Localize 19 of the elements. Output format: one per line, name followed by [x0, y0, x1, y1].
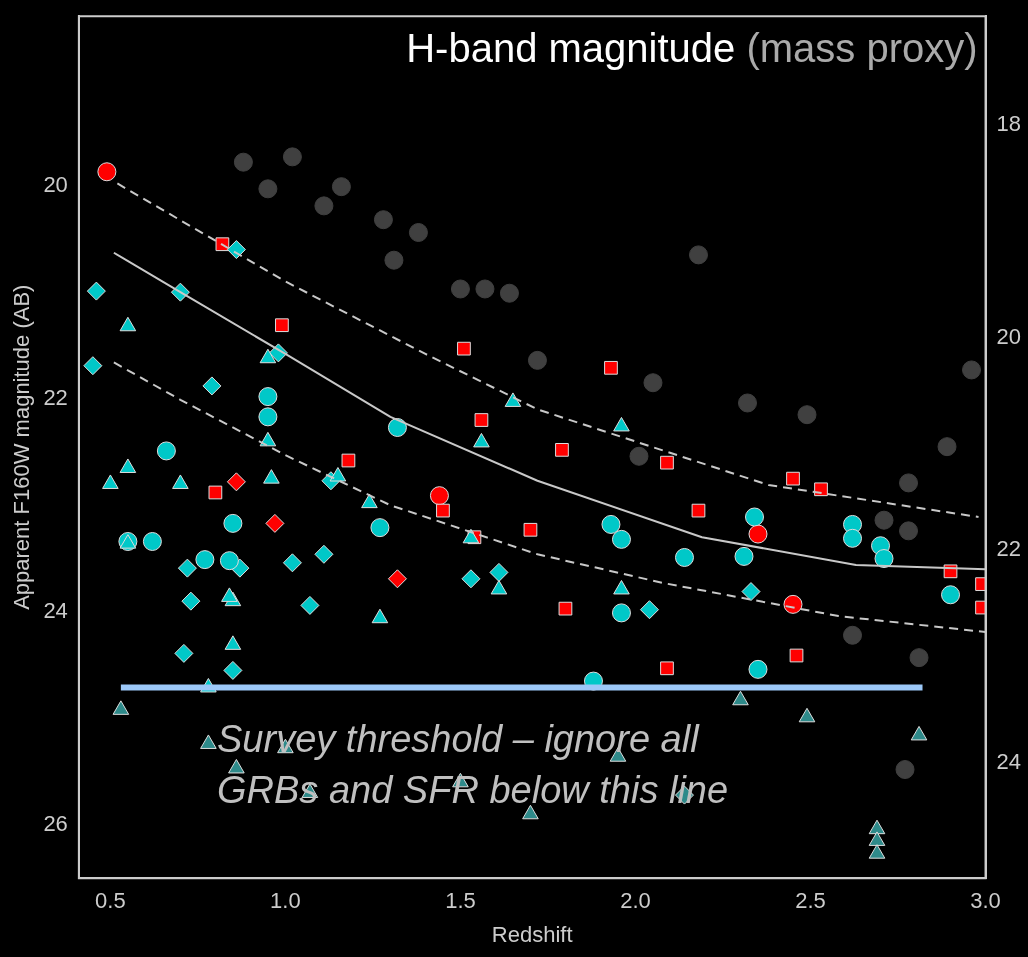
x-axis-title: Redshift — [491, 921, 573, 947]
annotation: Survey threshold – ignore all GRBs and SFR below this line — [217, 718, 729, 811]
chart-title: H-band magnitude — [406, 26, 736, 70]
y2-tick-label: 24 — [996, 749, 1022, 775]
x-tick-label: 3.0 — [970, 888, 1001, 914]
y-tick-label: 22 — [43, 384, 68, 410]
y-tick-label: 26 — [43, 810, 68, 836]
y2-tick-label: 18 — [996, 110, 1022, 136]
chart-subtitle: (mass proxy) — [735, 26, 978, 70]
y2-tick-label: 22 — [996, 536, 1022, 562]
y2-tick-label: 20 — [996, 323, 1022, 349]
x-tick-label: 1.5 — [445, 888, 476, 914]
x-tick-label: 0.5 — [95, 888, 126, 914]
x-tick-label: 2.5 — [795, 888, 826, 914]
y-tick-label: 24 — [43, 597, 68, 623]
y-tick-label: 20 — [43, 171, 68, 197]
x-tick-label: 1.0 — [270, 888, 301, 914]
x-tick-label: 2.0 — [620, 888, 651, 914]
y-axis-title: Apparent F160W magnitude (AB) — [9, 284, 35, 610]
